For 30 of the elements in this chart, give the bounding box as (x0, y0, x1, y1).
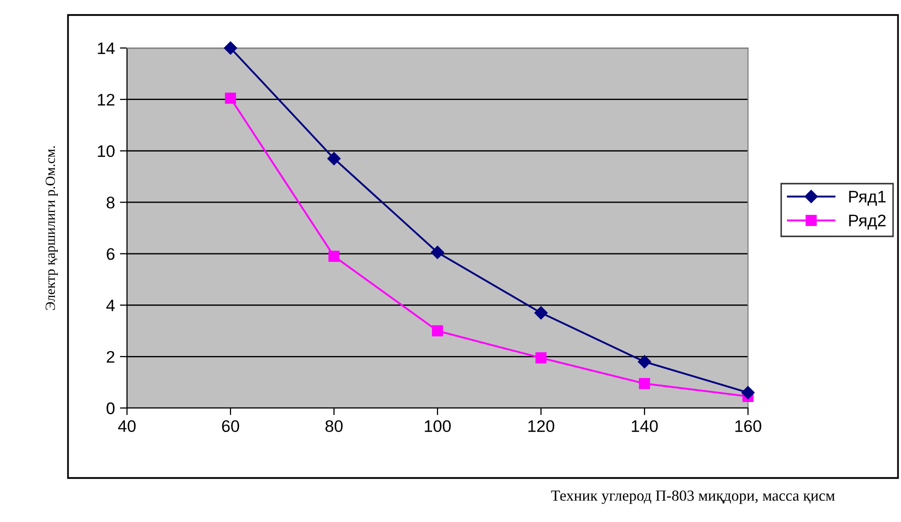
x-tick-label: 140 (632, 420, 658, 432)
legend-label: Ряд1 (849, 190, 886, 206)
point (224, 92, 236, 104)
x-tick-label: 120 (528, 420, 554, 432)
y-tick-label: 12 (98, 94, 114, 106)
x-tick-label: 80 (325, 420, 343, 432)
x-tick-label: 160 (735, 420, 762, 432)
point (327, 152, 341, 166)
y-tick-label: 0 (106, 402, 115, 414)
y-tick-label: 14 (98, 42, 115, 54)
y-tick-label: 10 (98, 145, 115, 158)
y-axis-title: Электр қаршилиги р.Ом.см. (46, 146, 58, 310)
point (328, 250, 340, 262)
legend-label: Ряд2 (849, 214, 886, 230)
point (535, 352, 547, 364)
point (741, 386, 755, 400)
point (534, 306, 548, 320)
y-tick-label: 6 (106, 248, 114, 260)
point (638, 378, 650, 390)
y-tick-label: 8 (106, 196, 114, 208)
y-tick-label: 2 (106, 350, 114, 363)
point (432, 325, 444, 336)
x-tick-label: 40 (118, 420, 136, 432)
x-tick-label: 100 (424, 420, 451, 432)
x-axis-title: Техник углерод П-803 миқдори, масса қисм (551, 490, 835, 504)
point (638, 355, 652, 368)
y-tick-label: 4 (106, 300, 115, 312)
x-tick-label: 60 (222, 420, 240, 432)
point (430, 246, 444, 260)
point (224, 41, 238, 55)
